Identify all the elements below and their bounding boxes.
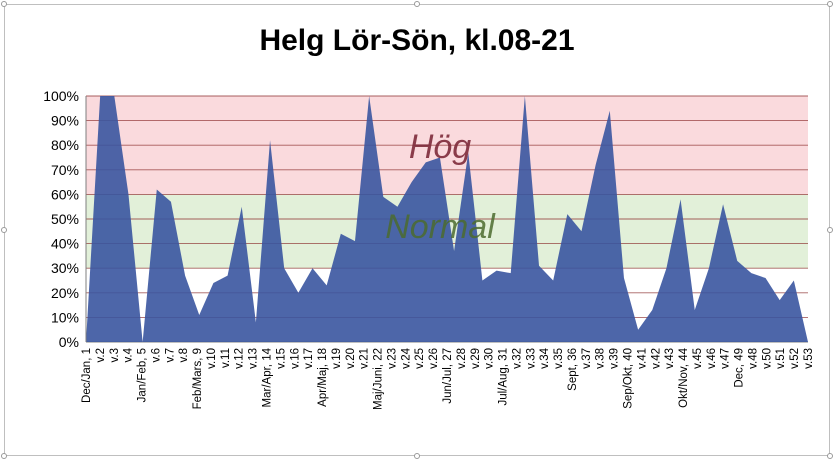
x-tick-label: Dec/Jan, 1: [81, 348, 93, 403]
x-tick-label: Jul/Aug, 31: [498, 348, 510, 406]
series-area: [86, 96, 808, 342]
zone-label-normal: Normal: [385, 208, 496, 246]
x-tick-label: v.3: [109, 348, 121, 363]
x-tick-label: v.46: [706, 348, 718, 369]
y-tick-label: 20%: [51, 285, 79, 301]
x-tick-label: v.38: [595, 348, 607, 369]
x-tick-label: v.41: [636, 348, 648, 369]
x-tick-label: Sep/Okt, 40: [623, 348, 635, 409]
y-tick-label: 90%: [51, 113, 79, 129]
x-tick-label: v.19: [331, 348, 343, 369]
x-tick-label: v.28: [456, 348, 468, 369]
x-tick-label: v.7: [164, 348, 176, 363]
resize-handle-right-middle[interactable]: [827, 227, 833, 233]
chart-title: Helg Lör-Sön, kl.08-21: [259, 24, 575, 57]
y-tick-label: 10%: [51, 309, 79, 325]
x-tick-label: v.35: [553, 348, 565, 369]
x-tick-label: Sept, 36: [567, 348, 579, 391]
x-tick-label: Jun/Jul, 27: [442, 348, 454, 404]
x-tick-label: v.26: [428, 348, 440, 369]
y-tick-label: 70%: [51, 162, 79, 178]
x-tick-label: v.30: [484, 348, 496, 369]
x-tick-label: v.39: [609, 348, 621, 369]
x-tick-label: v.21: [359, 348, 371, 369]
x-tick-label: v.24: [400, 347, 412, 368]
x-tick-label: v.10: [206, 348, 218, 369]
y-tick-label: 0%: [59, 334, 79, 350]
resize-handle-top-middle[interactable]: [414, 1, 420, 7]
x-tick-label: v.45: [692, 348, 704, 369]
x-tick-label: v.37: [581, 348, 593, 369]
x-tick-label: Okt/Nov, 44: [678, 347, 690, 407]
x-tick-label: v.34: [539, 347, 551, 368]
x-tick-label: v.50: [761, 348, 773, 369]
x-tick-label: v.33: [525, 348, 537, 369]
x-tick-label: v.13: [248, 348, 260, 369]
x-tick-label: v.12: [234, 348, 246, 369]
x-tick-label: Feb/Mars, 9: [192, 348, 204, 409]
x-tick-label: v.51: [775, 348, 787, 369]
x-tick-label: v.20: [345, 348, 357, 369]
x-tick-label: v.48: [747, 348, 759, 369]
x-tick-label: v.42: [650, 348, 662, 369]
x-tick-label: Mar/Apr, 14: [262, 347, 274, 407]
y-tick-label: 100%: [43, 88, 79, 104]
x-tick-label: v.4: [123, 347, 135, 362]
x-tick-label: v.43: [664, 348, 676, 369]
y-tick-label: 60%: [51, 186, 79, 202]
x-tick-label: Dec, 49: [734, 348, 746, 388]
zone-label-hog: Hög: [409, 128, 471, 166]
x-tick-label: v.53: [803, 348, 815, 369]
x-tick-label: v.32: [511, 348, 523, 369]
resize-handle-left-middle[interactable]: [1, 227, 7, 233]
y-tick-label: 50%: [51, 211, 79, 227]
x-tick-label: Apr/Maj, 18: [317, 348, 329, 407]
resize-handle-bottom-left[interactable]: [1, 453, 7, 459]
x-tick-label: v.29: [470, 348, 482, 369]
resize-handle-top-left[interactable]: [1, 1, 7, 7]
x-tick-label: v.6: [150, 348, 162, 363]
x-tick-label: v.11: [220, 348, 232, 368]
resize-handle-bottom-right[interactable]: [827, 453, 833, 459]
x-tick-label: Jan/Feb, 5: [137, 348, 149, 402]
resize-handle-bottom-middle[interactable]: [414, 453, 420, 459]
resize-handle-top-right[interactable]: [827, 1, 833, 7]
x-tick-label: v.8: [178, 348, 190, 363]
x-tick-label: v.16: [289, 348, 301, 369]
x-tick-label: v.17: [303, 348, 315, 369]
x-tick-label: v.47: [720, 348, 732, 369]
y-tick-label: 40%: [51, 236, 79, 252]
x-tick-label: v.23: [386, 348, 398, 369]
x-tick-label: v.2: [95, 348, 107, 363]
y-tick-label: 80%: [51, 137, 79, 153]
x-tick-label: v.15: [275, 348, 287, 369]
x-tick-label: v.52: [789, 348, 801, 369]
x-tick-label: Maj/Juni, 22: [373, 348, 385, 410]
x-tick-label: v.25: [414, 348, 426, 369]
y-tick-label: 30%: [51, 260, 79, 276]
